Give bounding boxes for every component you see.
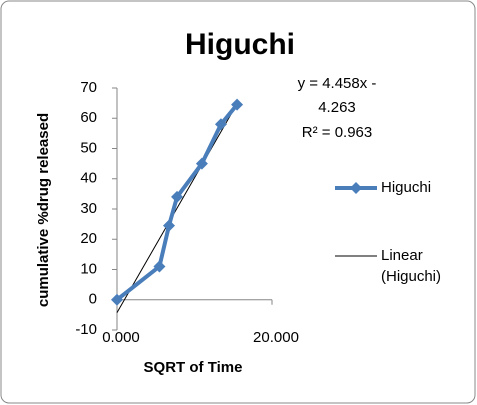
data-point (162, 219, 175, 232)
legend-label: Higuchi (381, 179, 432, 196)
x-tick-label: 20.000 (253, 329, 299, 346)
y-tick-label: 30 (80, 200, 97, 217)
data-point (195, 157, 208, 170)
y-tick-label: 0 (89, 291, 97, 308)
legend-marker (350, 182, 362, 194)
data-point (171, 190, 184, 203)
r-squared: R² = 0.963 (302, 124, 372, 141)
y-tick-label: 40 (80, 170, 97, 187)
y-tick-label: 70 (80, 79, 97, 96)
equation-line: y = 4.458x - (298, 75, 377, 92)
x-axis-label: SQRT of Time (144, 359, 243, 376)
y-tick-label: 60 (80, 109, 97, 126)
y-tick-label: 10 (80, 260, 97, 277)
equation-line: 4.263 (318, 99, 356, 116)
trendline (116, 103, 238, 313)
legend-label: Linear (Higuchi) (381, 247, 442, 285)
chart-title: Higuchi (185, 28, 295, 61)
x-tick-label: 0.000 (102, 329, 140, 346)
data-point (153, 260, 166, 273)
y-tick-label: -10 (75, 321, 97, 338)
data-point (111, 293, 123, 306)
y-axis-label: cumulative %drug released (35, 113, 52, 307)
y-tick-label: 50 (80, 139, 97, 156)
data-point (231, 98, 244, 111)
data-point (214, 118, 227, 131)
y-tick-label: 20 (80, 230, 97, 247)
